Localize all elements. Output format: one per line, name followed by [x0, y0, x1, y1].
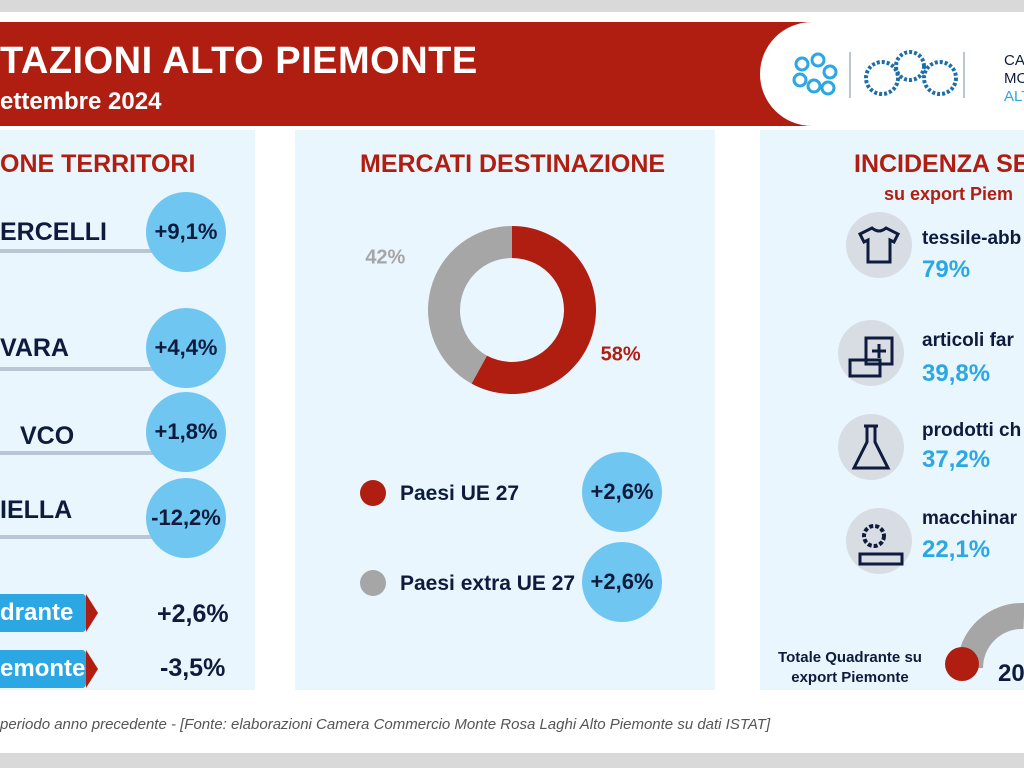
- sector-name-macchinari: macchinar: [922, 508, 1018, 529]
- gear-machine-icon: [846, 508, 912, 574]
- row-label-vco: VCO: [20, 422, 75, 450]
- row-value-vco: +1,8%: [146, 392, 226, 472]
- incidenza-title: INCIDENZA SE: [854, 150, 1024, 178]
- clothing-icon: [846, 212, 912, 278]
- page-title: TAZIONI ALTO PIEMONTE: [0, 40, 478, 82]
- legend-value-ue: +2,6%: [582, 452, 662, 532]
- gauge-fill: [945, 647, 979, 681]
- donut-slice-extra: [428, 226, 512, 384]
- row-line-novara: [0, 367, 170, 371]
- sector-name-chimici: prodotti ch: [922, 420, 1022, 441]
- row-value-vercelli: +9,1%: [146, 192, 226, 272]
- chamber-logo-icon: [792, 50, 965, 98]
- legend-dot-extra: [360, 570, 386, 596]
- header-bar: [0, 22, 830, 126]
- total-flag-piemonte: emonte: [0, 650, 98, 688]
- sector-name-tessile: tessile-abb: [922, 228, 1022, 249]
- legend-value-extra: +2,6%: [582, 542, 662, 622]
- logo-text-1: CA: [1004, 52, 1024, 69]
- row-line-biella: [0, 535, 170, 539]
- donut-chart: 58% 42%: [365, 226, 641, 394]
- logo-text-2: MO: [1004, 70, 1024, 87]
- total-quadrante-value: 20: [998, 660, 1024, 687]
- row-value-novara: +4,4%: [146, 308, 226, 388]
- donut-label-extra: 42%: [365, 247, 405, 269]
- donut-slice-ue: [471, 226, 596, 394]
- logo-text-3: ALT: [1004, 88, 1024, 105]
- row-label-vercelli: ERCELLI: [0, 218, 107, 246]
- row-line-vco: [0, 451, 170, 455]
- mercati-title: MERCATI DESTINAZIONE: [360, 150, 666, 178]
- sector-value-farmaceutici: 39,8%: [922, 360, 991, 387]
- row-line-vercelli: [0, 249, 170, 253]
- total-gauge: [945, 602, 1024, 681]
- sector-value-chimici: 37,2%: [922, 446, 991, 473]
- total-label-line1: Totale Quadrante su: [778, 649, 922, 666]
- total-value-piemonte: -3,5%: [160, 654, 226, 682]
- sector-value-tessile: 79%: [922, 256, 971, 283]
- logo-area: CA MO ALT: [760, 22, 1024, 126]
- territori-title: ONE TERRITORI: [0, 150, 196, 178]
- total-flag-quadrante: drante: [0, 594, 98, 632]
- total-quadrante-label: Totale Quadrante su export Piemonte: [760, 648, 940, 688]
- legend-dot-ue: [360, 480, 386, 506]
- sector-value-macchinari: 22,1%: [922, 536, 991, 563]
- pharmacy-icon: [838, 320, 904, 386]
- flask-icon: [838, 414, 904, 480]
- page-subtitle: ettembre 2024: [0, 88, 162, 115]
- donut-label-ue: 58%: [601, 343, 641, 365]
- row-label-novara: VARA: [0, 334, 69, 362]
- source-note: periodo anno precedente - [Fonte: elabor…: [0, 716, 771, 733]
- row-label-biella: IELLA: [0, 496, 73, 524]
- legend-label-ue: Paesi UE 27: [400, 482, 520, 505]
- legend-label-extra: Paesi extra UE 27: [400, 572, 576, 595]
- incidenza-subtitle: su export Piem: [884, 184, 1014, 204]
- sector-name-farmaceutici: articoli far: [922, 330, 1014, 351]
- total-value-quadrante: +2,6%: [157, 600, 229, 628]
- row-value-biella: -12,2%: [146, 478, 226, 558]
- total-label-line2: export Piemonte: [791, 669, 909, 686]
